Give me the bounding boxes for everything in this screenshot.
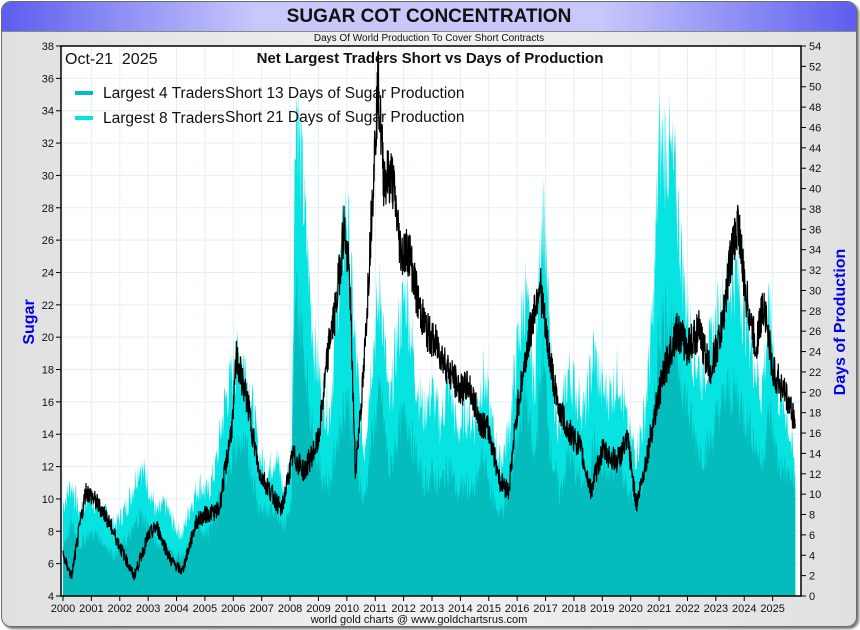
y-right-tick-label: 10 xyxy=(809,489,821,501)
chart-subtitle: Days Of World Production To Cover Short … xyxy=(313,33,545,44)
x-tick-label: 2010 xyxy=(335,603,359,615)
y-left-tick-label: 12 xyxy=(42,462,54,474)
y-right-tick-label: 0 xyxy=(809,591,815,603)
y-right-tick-label: 24 xyxy=(809,347,821,359)
y-left-tick-label: 8 xyxy=(48,526,54,538)
x-tick-label: 2019 xyxy=(590,603,614,615)
y-right-tick-label: 16 xyxy=(809,428,821,440)
x-tick-label: 2009 xyxy=(306,603,330,615)
x-tick-label: 2012 xyxy=(391,603,415,615)
y-right-tick-label: 6 xyxy=(809,530,815,542)
legend-note-largest-4: Short 13 Days of Sugar Production xyxy=(225,85,465,102)
y-left-tick-label: 36 xyxy=(42,73,54,85)
y-right-tick-label: 18 xyxy=(809,408,821,420)
y-left-tick-label: 28 xyxy=(42,203,54,215)
x-tick-label: 2016 xyxy=(505,603,529,615)
y-right-tick-label: 14 xyxy=(809,448,821,460)
legend: Largest 4 Traders Short 13 Days of Sugar… xyxy=(75,85,465,127)
legend-swatch-largest-8 xyxy=(75,116,93,120)
y-right-tick-label: 52 xyxy=(809,61,821,73)
y-right-tick-label: 26 xyxy=(809,326,821,338)
y-left-tick-label: 4 xyxy=(48,591,54,603)
y-left-tick-label: 34 xyxy=(42,106,54,118)
x-tick-label: 2001 xyxy=(79,603,103,615)
x-tick-label: 2023 xyxy=(704,603,728,615)
y-left-tick-label: 14 xyxy=(42,429,54,441)
plot-border xyxy=(60,45,802,597)
x-tick-label: 2013 xyxy=(420,603,444,615)
y-left-tick-label: 16 xyxy=(42,397,54,409)
legend-label-largest-4: Largest 4 Traders xyxy=(103,85,225,102)
x-tick-label: 2006 xyxy=(221,603,245,615)
x-tick-label: 2004 xyxy=(164,603,188,615)
y-left-tick-label: 38 xyxy=(42,41,54,53)
legend-swatch-largest-4 xyxy=(75,91,93,95)
axes: 4681012141618202224262830323436380246810… xyxy=(42,41,822,615)
y-right-tick-label: 42 xyxy=(809,163,821,175)
x-tick-label: 2024 xyxy=(732,603,756,615)
y-right-tick-label: 48 xyxy=(809,102,821,114)
y-right-tick-label: 4 xyxy=(809,550,815,562)
y-left-tick-label: 10 xyxy=(42,494,54,506)
x-tick-label: 2014 xyxy=(448,603,472,615)
x-tick-label: 2015 xyxy=(477,603,501,615)
date-label: Oct-21 2025 xyxy=(65,51,158,68)
y-left-tick-label: 26 xyxy=(42,235,54,247)
y-left-tick-label: 24 xyxy=(42,267,54,279)
footer-credit: world gold charts @ www.goldchartsrus.co… xyxy=(310,614,528,626)
y-right-tick-label: 54 xyxy=(809,41,821,53)
y-right-tick-label: 32 xyxy=(809,265,821,277)
y-left-tick-label: 22 xyxy=(42,300,54,312)
x-tick-label: 2017 xyxy=(533,603,557,615)
legend-label-largest-8: Largest 8 Traders xyxy=(103,110,225,127)
y-right-tick-label: 46 xyxy=(809,122,821,134)
y-left-tick-label: 18 xyxy=(42,365,54,377)
y-right-tick-label: 34 xyxy=(809,245,821,257)
plot-title: Net Largest Traders Short vs Days of Pro… xyxy=(257,50,604,67)
x-tick-label: 2008 xyxy=(278,603,302,615)
x-tick-label: 2007 xyxy=(249,603,273,615)
y-right-tick-label: 8 xyxy=(809,510,815,522)
line-series xyxy=(62,50,796,581)
x-tick-label: 2011 xyxy=(363,603,387,615)
y-right-tick-label: 2 xyxy=(809,571,815,583)
y-right-tick-label: 36 xyxy=(809,224,821,236)
legend-note-largest-8: Short 21 Days of Sugar Production xyxy=(225,109,465,126)
x-tick-label: 2000 xyxy=(51,603,75,615)
y-right-tick-label: 20 xyxy=(809,387,821,399)
x-tick-label: 2022 xyxy=(675,603,699,615)
y-axis-left-title: Sugar xyxy=(21,299,38,344)
line-sugar-price xyxy=(62,50,796,581)
y-right-tick-label: 50 xyxy=(809,82,821,94)
y-left-tick-label: 6 xyxy=(48,559,54,571)
y-right-tick-label: 44 xyxy=(809,143,821,155)
area-largest-4-traders xyxy=(63,269,796,596)
title-bar: SUGAR COT CONCENTRATION xyxy=(2,2,856,32)
chart-main-title: SUGAR COT CONCENTRATION xyxy=(286,6,572,27)
y-right-tick-label: 40 xyxy=(809,184,821,196)
x-tick-label: 2021 xyxy=(647,603,671,615)
y-right-tick-label: 28 xyxy=(809,306,821,318)
y-axis-right-title: Days of Production xyxy=(832,249,849,396)
y-right-tick-label: 30 xyxy=(809,285,821,297)
y-left-tick-label: 20 xyxy=(42,332,54,344)
x-tick-label: 2025 xyxy=(760,603,784,615)
x-tick-label: 2005 xyxy=(193,603,217,615)
x-tick-label: 2020 xyxy=(618,603,642,615)
y-right-tick-label: 38 xyxy=(809,204,821,216)
x-tick-label: 2003 xyxy=(136,603,160,615)
y-right-tick-label: 12 xyxy=(809,469,821,481)
y-right-tick-label: 22 xyxy=(809,367,821,379)
y-left-tick-label: 30 xyxy=(42,170,54,182)
x-tick-label: 2002 xyxy=(108,603,132,615)
y-left-tick-label: 32 xyxy=(42,138,54,150)
x-tick-label: 2018 xyxy=(562,603,586,615)
